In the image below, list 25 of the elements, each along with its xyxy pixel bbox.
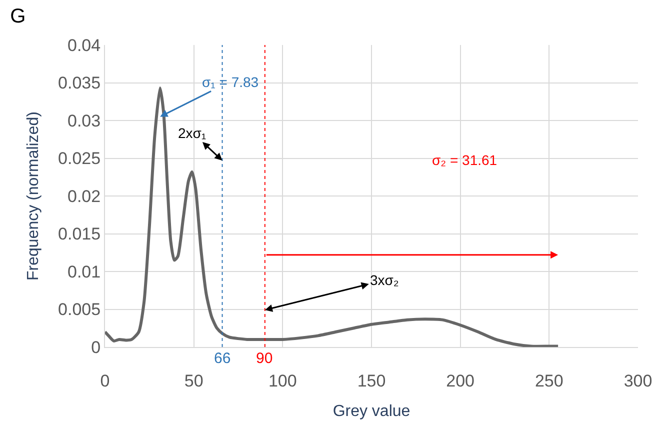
annotation: σ₁ = 7.83: [202, 74, 259, 90]
y-tick-label: 0.01: [68, 262, 101, 282]
x-axis-title: Grey value: [332, 403, 410, 420]
y-tick-label: 0.02: [68, 186, 101, 206]
x-tick-label: 150: [357, 371, 386, 390]
ref-line-label: 66: [214, 350, 231, 367]
line-series: [105, 86, 560, 347]
y-tick-label: 0.005: [58, 300, 101, 320]
y-tick-label: 0: [91, 338, 101, 357]
x-tick-label: 250: [534, 371, 564, 390]
y-tick-label: 0.04: [68, 36, 101, 55]
x-tick-label: 100: [268, 371, 297, 390]
x-tick-label: 300: [624, 371, 652, 390]
y-tick-label: 0.03: [68, 111, 101, 130]
x-tick-label: 50: [184, 371, 204, 390]
x-tick-label: 200: [446, 371, 475, 390]
y-tick-label: 0.035: [58, 74, 101, 93]
y-tick-label: 0.015: [58, 224, 101, 244]
annotation: 2xσ₁: [178, 125, 206, 141]
y-axis-title: Frequency (normalized): [24, 112, 42, 280]
chart-title: G: [10, 6, 26, 28]
annotation: σ₂ = 31.61: [432, 152, 498, 168]
y-tick-label: 0.025: [58, 149, 101, 168]
annotation: 3xσ₂: [370, 272, 399, 288]
ref-line-label: 90: [256, 350, 273, 367]
